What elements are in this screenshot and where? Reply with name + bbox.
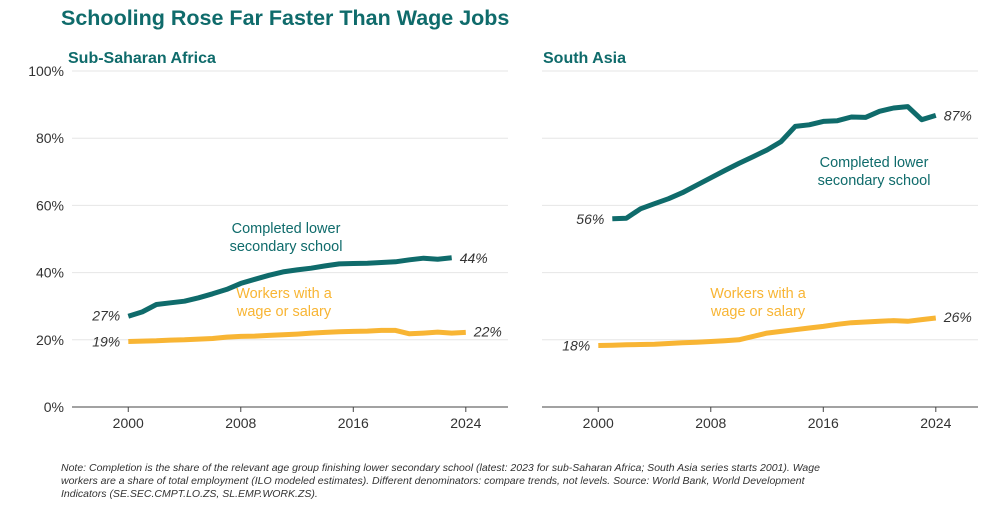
start-value-label: 56% bbox=[576, 211, 604, 227]
start-value-label: 19% bbox=[92, 333, 120, 349]
panel-title-0: Sub-Saharan Africa bbox=[68, 50, 216, 67]
y-tick-label: 80% bbox=[36, 130, 64, 146]
y-tick-label: 100% bbox=[28, 63, 64, 79]
end-value-label: 26% bbox=[943, 309, 972, 325]
wage-series-label: wage or salary bbox=[236, 304, 332, 320]
y-tick-label: 60% bbox=[36, 197, 64, 213]
y-tick-label: 40% bbox=[36, 265, 64, 281]
y-tick-label: 0% bbox=[44, 399, 64, 415]
wage-series-label: Workers with a bbox=[710, 286, 807, 302]
wage-series-label: wage or salary bbox=[710, 304, 806, 320]
completion-series-line bbox=[127, 255, 452, 319]
completion-series-label: Completed lower bbox=[820, 155, 929, 171]
chart-title: Schooling Rose Far Faster Than Wage Jobs bbox=[61, 6, 510, 30]
completion-series-label: secondary school bbox=[818, 173, 931, 189]
completion-series-label: secondary school bbox=[230, 239, 343, 255]
end-value-label: 22% bbox=[473, 323, 502, 339]
wage-series-label: Workers with a bbox=[236, 286, 333, 302]
x-tick-label: 2024 bbox=[920, 415, 951, 431]
panel-title-1: South Asia bbox=[543, 50, 626, 67]
completion-series-line bbox=[612, 104, 937, 222]
x-tick-label: 2008 bbox=[225, 415, 256, 431]
end-value-label: 87% bbox=[944, 107, 972, 123]
x-tick-label: 2000 bbox=[583, 415, 614, 431]
x-tick-label: 2000 bbox=[113, 415, 144, 431]
end-value-label: 44% bbox=[460, 250, 488, 266]
completion-series-label: Completed lower bbox=[232, 221, 341, 237]
x-tick-label: 2024 bbox=[450, 415, 481, 431]
wage-series-line bbox=[598, 315, 937, 348]
start-value-label: 27% bbox=[91, 307, 120, 323]
x-tick-label: 2016 bbox=[808, 415, 839, 431]
y-tick-label: 20% bbox=[36, 332, 64, 348]
x-tick-label: 2016 bbox=[338, 415, 369, 431]
wage-series-line bbox=[128, 327, 466, 344]
x-tick-label: 2008 bbox=[695, 415, 726, 431]
start-value-label: 18% bbox=[562, 338, 590, 354]
chart-canvas: Sub-Saharan Africa 0% 20% 40% 60% 80% 100% 2000… bbox=[28, 50, 978, 431]
source-note: Note: Completion is the share of the rel… bbox=[61, 462, 820, 501]
